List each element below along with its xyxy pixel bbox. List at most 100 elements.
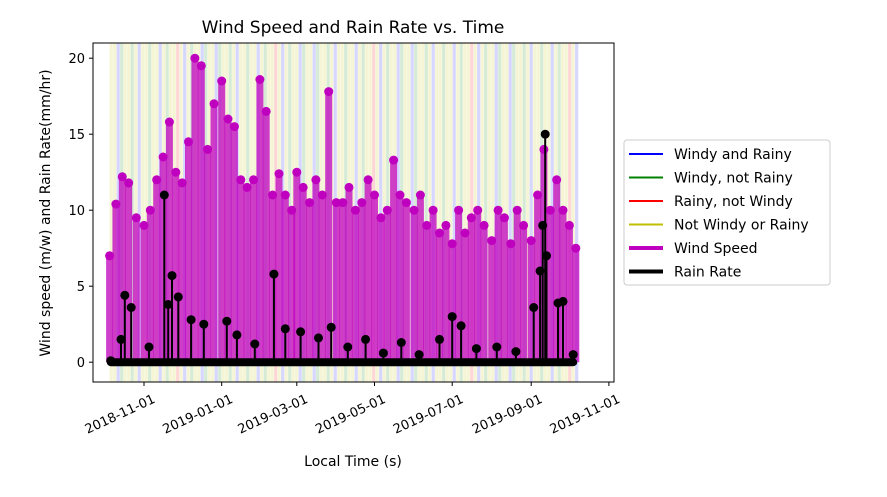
- wind-speed-bar: [288, 210, 296, 363]
- wind-speed-point: [441, 220, 451, 230]
- wind-speed-bar: [461, 233, 469, 363]
- wind-speed-point: [415, 190, 425, 200]
- wind-speed-point: [242, 182, 252, 192]
- condition-band: [424, 43, 428, 382]
- wind-speed-bar: [383, 210, 391, 363]
- condition-band: [575, 43, 579, 382]
- wind-speed-bar: [312, 179, 320, 363]
- wind-speed-point: [223, 114, 233, 124]
- wind-speed-bar: [172, 172, 180, 363]
- wind-speed-bar: [125, 182, 133, 363]
- wind-speed-point: [454, 205, 464, 215]
- y-tick-label: 15: [68, 128, 85, 143]
- wind-speed-point: [274, 169, 284, 179]
- condition-band: [529, 43, 533, 382]
- wind-speed-point: [533, 190, 543, 200]
- wind-speed-bar: [132, 217, 140, 363]
- wind-speed-bar: [351, 210, 359, 363]
- wind-speed-bar: [262, 111, 270, 363]
- legend-label: Rainy, not Windy: [674, 194, 793, 210]
- wind-speed-point: [370, 190, 379, 200]
- condition-band: [487, 43, 491, 382]
- wind-speed-bar: [243, 187, 251, 363]
- condition-band: [445, 43, 449, 382]
- wind-speed-point: [139, 220, 149, 230]
- wind-speed-point: [261, 106, 271, 116]
- wind-speed-point: [506, 239, 516, 249]
- condition-band: [134, 43, 138, 382]
- condition-band: [568, 43, 572, 382]
- wind-speed-bar: [197, 65, 205, 363]
- x-axis-label: Local Time (s): [304, 454, 402, 470]
- x-tick-label: 2019-11-01: [548, 392, 623, 438]
- condition-band: [379, 43, 383, 382]
- wind-speed-point: [117, 172, 127, 182]
- condition-band: [480, 43, 484, 382]
- condition-band: [141, 43, 145, 382]
- wind-speed-bar: [230, 126, 238, 363]
- condition-band: [144, 43, 148, 382]
- wind-speed-point: [376, 213, 386, 223]
- wind-speed-point: [131, 213, 141, 223]
- wind-speed-point: [145, 205, 155, 215]
- wind-speed-bar: [318, 195, 326, 363]
- condition-band: [109, 43, 113, 382]
- rain-rate-point: [568, 350, 578, 360]
- condition-band: [137, 43, 141, 382]
- wind-speed-point: [177, 178, 187, 188]
- wind-speed-bar: [306, 202, 314, 363]
- rain-rate-point: [144, 342, 154, 352]
- wind-speed-bar: [146, 210, 154, 363]
- wind-speed-bar: [423, 225, 431, 363]
- wind-speed-bar: [572, 248, 580, 363]
- wind-speed-bar: [390, 160, 398, 363]
- wind-speed-point: [428, 205, 438, 215]
- condition-band: [501, 43, 505, 382]
- rain-rate-point: [280, 324, 290, 334]
- wind-speed-bar: [396, 195, 404, 363]
- wind-speed-point: [526, 236, 536, 246]
- x-tick-label: 2019-01-01: [161, 392, 236, 438]
- rain-rate-point: [199, 319, 209, 329]
- legend-label: Windy, not Rainy: [674, 171, 793, 187]
- chart-title: Wind Speed and Rain Rate vs. Time: [202, 18, 505, 38]
- plot-frame: [92, 42, 615, 383]
- wind-speed-point: [158, 152, 168, 162]
- wind-speed-bar: [467, 217, 475, 363]
- condition-band: [466, 43, 470, 382]
- wind-speed-bar: [332, 202, 340, 363]
- legend-label: Not Windy or Rainy: [674, 218, 809, 234]
- wind-speed-bar: [185, 141, 192, 363]
- wind-speed-point: [409, 205, 419, 215]
- condition-band: [571, 43, 575, 382]
- wind-speed-point: [124, 178, 134, 188]
- wind-speed-bar: [442, 225, 450, 363]
- wind-speed-point: [363, 175, 373, 185]
- wind-speed-bar: [416, 195, 424, 363]
- rain-rate-point: [361, 334, 371, 344]
- condition-band: [449, 43, 453, 382]
- wind-speed-bar: [494, 210, 502, 363]
- wind-speed-bar: [118, 176, 126, 363]
- rain-rate-point: [414, 350, 424, 360]
- wind-speed-point: [171, 167, 181, 177]
- wind-speed-bar: [159, 157, 167, 363]
- wind-speed-point: [203, 144, 213, 154]
- rain-rate-point: [558, 296, 568, 306]
- condition-band: [508, 43, 512, 382]
- wind-speed-bar: [325, 91, 333, 363]
- rain-rate-point: [163, 300, 173, 309]
- condition-band: [442, 43, 446, 382]
- wind-speed-bar: [507, 243, 515, 363]
- wind-speed-point: [209, 99, 219, 109]
- wind-speed-bar: [410, 210, 418, 363]
- rain-rate-point: [396, 338, 406, 347]
- rain-rate-point: [326, 322, 336, 332]
- wind-speed-point: [558, 205, 568, 215]
- wind-speed-point: [324, 87, 334, 97]
- wind-speed-point: [519, 220, 529, 230]
- wind-speed-point: [357, 198, 367, 208]
- wind-speed-point: [164, 117, 174, 127]
- wind-speed-point: [552, 175, 562, 185]
- y-tick-label: 10: [68, 204, 85, 219]
